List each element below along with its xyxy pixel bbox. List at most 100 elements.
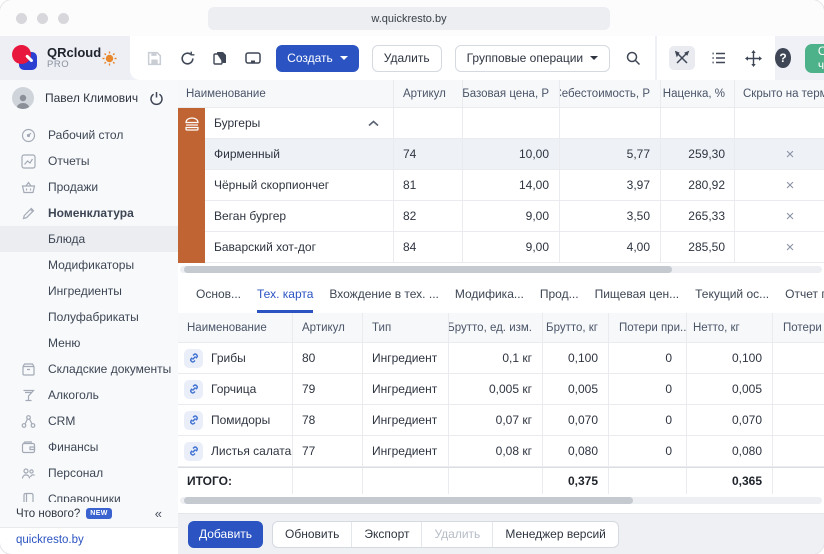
hidden-toggle-icon[interactable]: × bbox=[785, 145, 795, 163]
window-minimize-dot[interactable] bbox=[37, 12, 48, 24]
horizontal-scrollbar[interactable] bbox=[180, 266, 822, 273]
qrcloud-logo-icon bbox=[10, 44, 40, 72]
table-row[interactable]: Баварский хот-дог 84 9,00 4,00 285,50 × bbox=[178, 232, 824, 263]
gross-kg: 0,005 bbox=[543, 374, 609, 404]
list-view-icon[interactable] bbox=[709, 48, 729, 68]
table-row[interactable]: Листья салата 77 Ингредиент 0,08 кг 0,08… bbox=[178, 436, 824, 467]
col-header-sku[interactable]: Артикул bbox=[293, 313, 363, 342]
dishes-table: Наименование Артикул Базовая цена, Р Себ… bbox=[178, 80, 824, 263]
theme-sun-icon[interactable] bbox=[101, 50, 118, 67]
tab-main[interactable]: Основ... bbox=[196, 287, 242, 301]
delete-row-button[interactable]: Удалить bbox=[421, 521, 492, 547]
sidebar-item-sales[interactable]: Продажи bbox=[0, 174, 178, 200]
total-label: ИТОГО: bbox=[178, 468, 293, 494]
scrollbar-thumb[interactable] bbox=[184, 266, 672, 273]
logout-power-icon[interactable] bbox=[149, 91, 164, 106]
col-header-type[interactable]: Тип bbox=[363, 313, 449, 342]
tab-sales[interactable]: Прод... bbox=[539, 287, 579, 301]
pencil-icon bbox=[20, 206, 36, 221]
tools-icon[interactable] bbox=[669, 46, 696, 70]
tech-card-table: Наименование Артикул Тип Брутто, ед. изм… bbox=[178, 313, 824, 494]
create-button[interactable]: Создать bbox=[276, 44, 359, 72]
user-profile[interactable]: Павел Климович bbox=[0, 82, 178, 114]
tab-current-stock[interactable]: Текущий ос... bbox=[695, 287, 770, 301]
dishes-group-row[interactable]: Бургеры bbox=[178, 108, 824, 139]
toolbar-right: ? Онлайн-чат bbox=[775, 36, 824, 80]
delete-button[interactable]: Удалить bbox=[371, 44, 442, 72]
sidebar-item-references[interactable]: Справочники bbox=[0, 486, 178, 502]
col-header-cost[interactable]: Себестоимость, Р bbox=[560, 80, 661, 107]
col-header-name[interactable]: Наименование bbox=[178, 313, 293, 342]
tab-tech-usage[interactable]: Вхождение в тех. ... bbox=[329, 287, 439, 301]
refresh-icon[interactable] bbox=[177, 48, 197, 68]
table-row[interactable]: Веган бургер 82 9,00 3,50 265,33 × bbox=[178, 201, 824, 232]
site-link[interactable]: quickresto.by bbox=[16, 534, 84, 546]
sidebar-item-menu[interactable]: Меню bbox=[0, 330, 178, 356]
col-header-markup[interactable]: Наценка, % bbox=[661, 80, 735, 107]
address-bar[interactable]: w.quickresto.by bbox=[208, 7, 610, 30]
col-header-loss[interactable]: Потери при... bbox=[609, 313, 687, 342]
col-header-loss2[interactable]: Потери bbox=[783, 321, 822, 334]
link-icon[interactable] bbox=[184, 348, 203, 368]
add-button[interactable]: Добавить bbox=[188, 520, 264, 548]
help-button[interactable]: ? bbox=[775, 48, 791, 68]
terminal-icon[interactable] bbox=[243, 48, 263, 68]
hidden-toggle-icon[interactable]: × bbox=[785, 207, 795, 225]
col-header-net-kg[interactable]: Нетто, кг bbox=[687, 313, 773, 342]
sidebar-item-finance[interactable]: Финансы bbox=[0, 434, 178, 460]
total-net-kg: 0,365 bbox=[687, 468, 773, 494]
group-operations-dropdown[interactable]: Групповые операции bbox=[454, 44, 611, 72]
sidebar-item-dishes[interactable]: Блюда bbox=[0, 226, 178, 252]
horizontal-scrollbar[interactable] bbox=[180, 497, 822, 504]
col-header-gross-unit[interactable]: Брутто, ед. изм. bbox=[449, 313, 543, 342]
save-icon[interactable] bbox=[144, 48, 164, 68]
version-manager-button[interactable]: Менеджер версий bbox=[492, 521, 618, 547]
sidebar-item-staff[interactable]: Персонал bbox=[0, 460, 178, 486]
whats-new-row[interactable]: Что нового? NEW « bbox=[0, 502, 178, 527]
sidebar-item-dashboard[interactable]: Рабочий стол bbox=[0, 122, 178, 148]
table-row[interactable]: Грибы 80 Ингредиент 0,1 кг 0,100 0 0,100 bbox=[178, 343, 824, 374]
table-row[interactable]: Чёрный скорпиончег 81 14,00 3,97 280,92 … bbox=[178, 170, 824, 201]
tab-tech-card[interactable]: Тех. карта bbox=[257, 287, 314, 313]
net-kg: 0,070 bbox=[687, 405, 773, 435]
col-header-hidden[interactable]: Скрыто на терминале bbox=[743, 87, 824, 100]
move-icon[interactable] bbox=[743, 48, 763, 68]
sidebar-item-crm[interactable]: CRM bbox=[0, 408, 178, 434]
add-label: Добавить bbox=[199, 527, 253, 541]
link-icon[interactable] bbox=[184, 379, 203, 399]
sidebar-item-ingredients[interactable]: Ингредиенты bbox=[0, 278, 178, 304]
tab-nutrition[interactable]: Пищевая цен... bbox=[594, 287, 680, 301]
table-row[interactable]: Горчица 79 Ингредиент 0,005 кг 0,005 0 0… bbox=[178, 374, 824, 405]
dish-base-price: 9,00 bbox=[463, 201, 560, 231]
chevron-up-icon[interactable] bbox=[368, 119, 379, 127]
window-maximize-dot[interactable] bbox=[58, 12, 69, 24]
table-row[interactable]: Фирменный 74 10,00 5,77 259,30 × bbox=[178, 139, 824, 170]
window-controls[interactable] bbox=[16, 12, 69, 24]
col-header-name[interactable]: Наименование bbox=[178, 80, 394, 107]
sidebar-item-alcohol[interactable]: Алкоголь bbox=[0, 382, 178, 408]
sidebar-item-reports[interactable]: Отчеты bbox=[0, 148, 178, 174]
sidebar-item-semifinished[interactable]: Полуфабрикаты bbox=[0, 304, 178, 330]
scrollbar-thumb[interactable] bbox=[184, 497, 634, 504]
link-icon[interactable] bbox=[184, 441, 203, 461]
col-header-gross-kg[interactable]: Брутто, кг bbox=[543, 313, 609, 342]
tab-movement-report[interactable]: Отчет по движ... bbox=[785, 287, 824, 301]
sidebar-item-nomenclature[interactable]: Номенклатура bbox=[0, 200, 178, 226]
copy-icon[interactable] bbox=[210, 48, 230, 68]
online-chat-button[interactable]: Онлайн-чат bbox=[804, 43, 824, 73]
link-icon[interactable] bbox=[184, 410, 203, 430]
sidebar-item-warehouse-docs[interactable]: Складские документы bbox=[0, 356, 178, 382]
sidebar-item-modifiers[interactable]: Модификаторы bbox=[0, 252, 178, 278]
export-button[interactable]: Экспорт bbox=[351, 521, 421, 547]
refresh-button[interactable]: Обновить bbox=[285, 527, 340, 541]
hidden-toggle-icon[interactable]: × bbox=[785, 238, 795, 256]
table-row[interactable]: Помидоры 78 Ингредиент 0,07 кг 0,070 0 0… bbox=[178, 405, 824, 436]
search-icon[interactable] bbox=[623, 48, 643, 68]
window-close-dot[interactable] bbox=[16, 12, 27, 24]
tab-modifiers[interactable]: Модифика... bbox=[454, 287, 524, 301]
hidden-toggle-icon[interactable]: × bbox=[785, 176, 795, 194]
col-header-sku[interactable]: Артикул bbox=[394, 80, 463, 107]
collapse-sidebar-icon[interactable]: « bbox=[154, 506, 162, 521]
col-header-base-price[interactable]: Базовая цена, Р bbox=[463, 80, 560, 107]
